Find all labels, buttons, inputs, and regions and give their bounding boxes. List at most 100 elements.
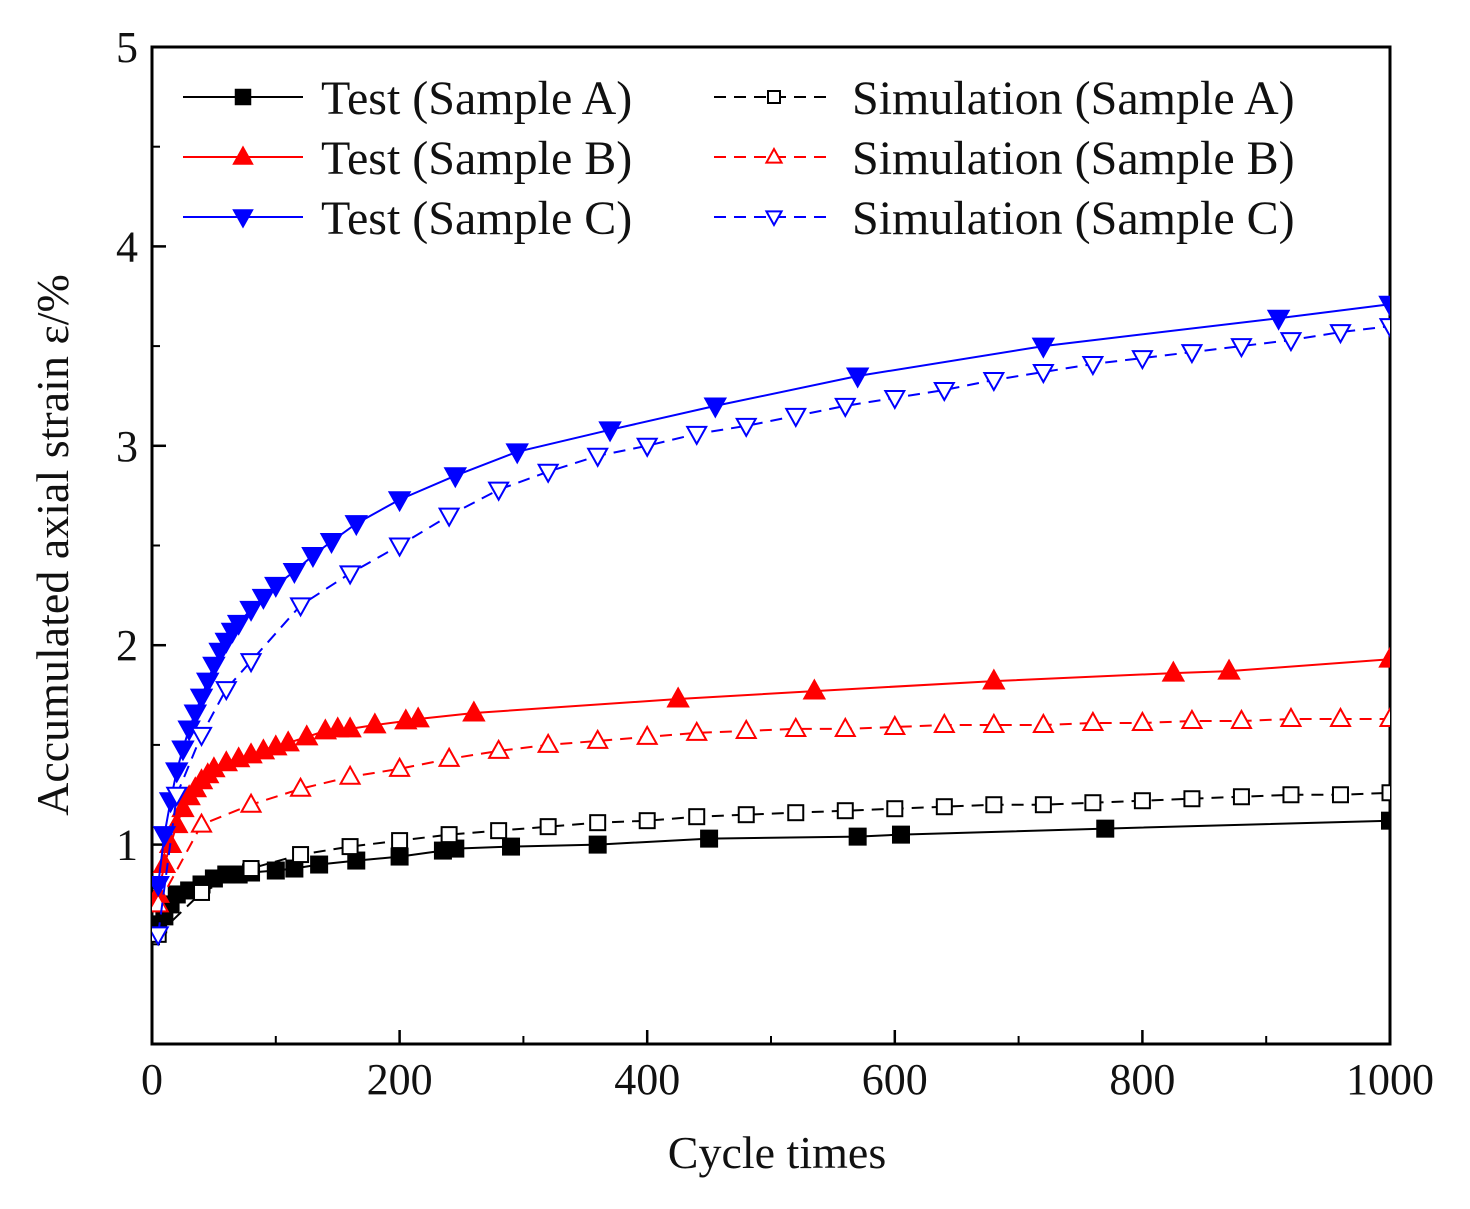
data-point [536, 463, 560, 484]
data-point [1034, 796, 1052, 814]
data-point [388, 756, 411, 777]
series-line [157, 325, 1390, 935]
data-point [193, 883, 211, 901]
data-point [437, 507, 461, 528]
data-point [295, 724, 319, 746]
legend-item: Simulation (Sample C) [714, 192, 1295, 245]
series-layer [152, 295, 1390, 947]
data-point [292, 846, 310, 864]
legend-label: Simulation (Sample B) [852, 132, 1295, 185]
legend-item: Test (Sample B) [183, 132, 632, 185]
data-point [1131, 350, 1154, 371]
series-2 [152, 784, 1390, 943]
data-point [1230, 338, 1253, 359]
data-point [933, 712, 956, 733]
data-point [589, 814, 607, 832]
y-tick-label: 5 [116, 23, 138, 72]
series-3 [152, 646, 1390, 903]
data-point [1378, 646, 1390, 668]
legend-marker [234, 88, 252, 106]
legend-marker [232, 145, 254, 165]
x-tick-label: 800 [1109, 1055, 1175, 1104]
series-line [157, 303, 1390, 885]
data-point [700, 829, 719, 848]
data-point [787, 804, 805, 822]
data-point [338, 565, 362, 586]
x-tick-label: 0 [141, 1055, 163, 1104]
data-point [226, 614, 251, 636]
y-tick-label: 4 [116, 222, 138, 271]
data-point [982, 712, 1006, 733]
data-point [266, 861, 285, 880]
data-point [289, 776, 312, 797]
legend-label: Test (Sample B) [321, 132, 632, 185]
x-tick-label: 400 [614, 1055, 680, 1104]
data-point [282, 562, 307, 584]
y-axis-title: Accumulated axial strain ε/% [27, 274, 78, 816]
data-point [834, 397, 857, 418]
series-1 [152, 811, 1390, 934]
data-point [638, 812, 656, 830]
data-point [1282, 786, 1300, 804]
data-point [586, 728, 609, 749]
series-5 [152, 295, 1390, 898]
data-point [933, 381, 956, 403]
data-point [735, 417, 758, 438]
data-point [1378, 295, 1390, 317]
data-point [490, 822, 508, 840]
data-point [1133, 792, 1151, 810]
data-point [635, 724, 659, 745]
data-point [189, 688, 214, 710]
data-point [242, 860, 260, 878]
series-6 [152, 318, 1390, 947]
legend-item: Test (Sample A) [183, 72, 632, 125]
data-point [1266, 309, 1291, 331]
data-point [685, 425, 708, 446]
data-point [487, 481, 510, 502]
data-point [462, 700, 486, 722]
data-point [1378, 706, 1390, 727]
data-point [1131, 710, 1154, 731]
data-point [502, 837, 521, 856]
data-point [195, 672, 220, 694]
data-point [784, 716, 807, 737]
data-point [635, 437, 659, 458]
data-point [1279, 332, 1303, 353]
data-point [1217, 658, 1241, 680]
data-point [1378, 318, 1390, 339]
data-point [1084, 794, 1102, 812]
data-point [802, 678, 827, 700]
data-point [539, 818, 557, 836]
x-tick-label: 1000 [1346, 1055, 1434, 1104]
y-tick-label: 1 [116, 821, 138, 870]
data-point [251, 588, 276, 610]
data-point [1180, 344, 1204, 365]
legend-label: Simulation (Sample C) [852, 192, 1295, 245]
legend-item: Simulation (Sample A) [714, 72, 1295, 125]
data-point [152, 826, 177, 848]
legend-item: Test (Sample C) [183, 192, 632, 245]
data-point [982, 668, 1006, 690]
data-point [1032, 364, 1055, 385]
data-point [836, 802, 854, 820]
data-point [1096, 819, 1115, 838]
data-point [1279, 706, 1303, 727]
data-point [487, 738, 510, 759]
data-point [737, 806, 755, 824]
data-point [883, 389, 907, 410]
series-line [157, 791, 1390, 936]
x-axis-title: Cycle times [668, 1127, 886, 1178]
data-point [390, 847, 409, 866]
data-point [703, 397, 728, 419]
data-point [301, 547, 325, 569]
data-point [1230, 708, 1253, 729]
data-point [1031, 337, 1056, 359]
data-point [406, 706, 430, 728]
data-point [190, 812, 213, 833]
data-point [834, 716, 857, 737]
data-point [190, 726, 213, 747]
data-point [598, 421, 622, 443]
data-point [784, 407, 807, 428]
data-point [586, 447, 609, 468]
data-point [341, 838, 359, 856]
